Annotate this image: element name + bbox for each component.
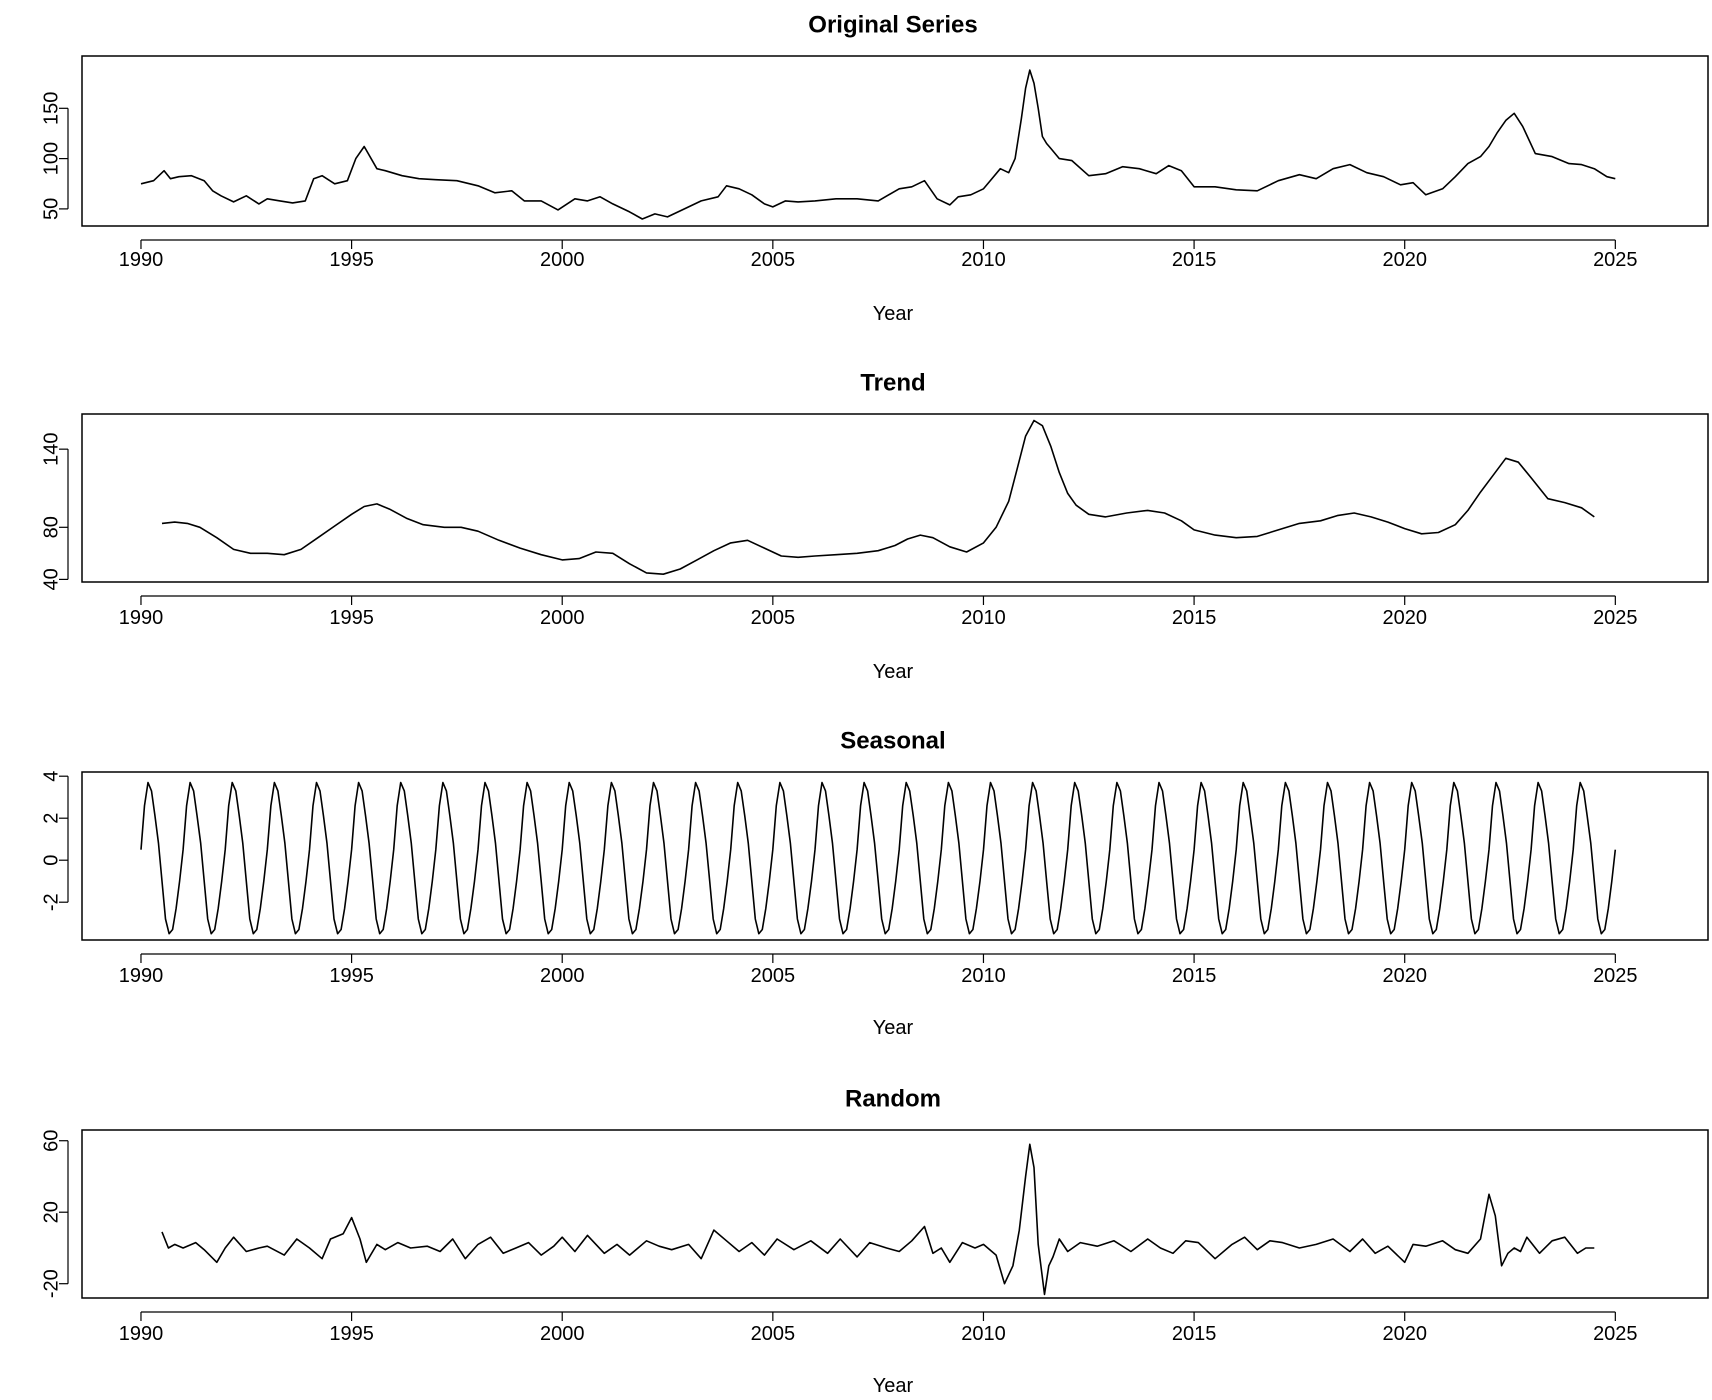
- random-x-tick-label: 2010: [961, 1323, 1006, 1345]
- trend-plot-frame: [81, 413, 1709, 583]
- seasonal-x-tick-label: 2000: [540, 965, 585, 987]
- trend-y-tick-label: 80: [40, 516, 62, 538]
- original-series-title: Original Series: [808, 11, 977, 38]
- original-series-panel: Original Series 1990 1995 2000 2005 2010 2015 2…: [40, 11, 1709, 325]
- original-series-y-tick-label: 50: [40, 198, 62, 220]
- random-y-tick-label: -20: [40, 1269, 62, 1298]
- original-series-series-line: [140, 69, 1616, 220]
- random-plot-frame: [81, 1129, 1709, 1299]
- original-series-x-tick-label: 2020: [1382, 249, 1427, 271]
- random-y-tick-label: 20: [40, 1201, 62, 1223]
- random-x-tick-label: 1995: [329, 1323, 374, 1345]
- trend-x-tick-label: 2010: [961, 607, 1006, 629]
- original-series-y-tick-label: 150: [40, 92, 62, 125]
- random-x-tick-label: 2020: [1382, 1323, 1427, 1345]
- random-x-tick-label: 2015: [1172, 1323, 1217, 1345]
- seasonal-y-tick-label: 0: [40, 855, 62, 866]
- seasonal-series-line: [140, 781, 1617, 935]
- seasonal-panel: Seasonal 1990 1995 2000 2005 2010 2015 2020 2025…: [40, 727, 1709, 1039]
- seasonal-y-tick-label: 2: [40, 813, 62, 824]
- trend-y-tick-label: 40: [40, 568, 62, 590]
- random-x-tick-label: 2005: [751, 1323, 796, 1345]
- trend-y-tick-label: 140: [40, 432, 62, 465]
- original-series-x-axis-label: Year: [873, 303, 914, 325]
- trend-x-tick-label: 2000: [540, 607, 585, 629]
- original-series-x-tick-label: 2005: [751, 249, 796, 271]
- random-y-tick-label: 60: [40, 1130, 62, 1152]
- trend-title: Trend: [860, 369, 925, 396]
- seasonal-title: Seasonal: [840, 727, 945, 754]
- trend-series-line: [161, 419, 1595, 575]
- seasonal-x-tick-label: 2005: [751, 965, 796, 987]
- original-series-x-tick-label: 2025: [1593, 249, 1638, 271]
- seasonal-x-tick-label: 2020: [1382, 965, 1427, 987]
- seasonal-x-tick-label: 2015: [1172, 965, 1217, 987]
- trend-x-tick-label: 1995: [329, 607, 374, 629]
- random-x-tick-label: 2000: [540, 1323, 585, 1345]
- random-panel: Random 1990 1995 2000 2005 2010 2015 2020 2025 Ye…: [40, 1085, 1709, 1397]
- seasonal-plot-frame: [81, 771, 1709, 941]
- random-title: Random: [845, 1085, 941, 1112]
- random-x-axis-label: Year: [873, 1375, 914, 1397]
- original-series-x-tick-label: 2010: [961, 249, 1006, 271]
- trend-x-tick-label: 2015: [1172, 607, 1217, 629]
- original-series-y-tick-label: 100: [40, 142, 62, 175]
- trend-x-tick-label: 2005: [751, 607, 796, 629]
- original-series-x-tick-label: 1995: [329, 249, 374, 271]
- seasonal-y-tick-label: -2: [40, 893, 62, 911]
- trend-x-tick-label: 2020: [1382, 607, 1427, 629]
- original-series-plot-frame: [81, 55, 1709, 227]
- trend-x-tick-label: 1990: [119, 607, 164, 629]
- seasonal-x-tick-label: 1995: [329, 965, 374, 987]
- original-series-x-tick-label: 1990: [119, 249, 164, 271]
- random-series-line: [161, 1143, 1595, 1296]
- random-x-tick-label: 1990: [119, 1323, 164, 1345]
- trend-x-axis-label: Year: [873, 661, 914, 683]
- seasonal-x-tick-label: 2010: [961, 965, 1006, 987]
- trend-panel: Trend 1990 1995 2000 2005 2010 2015 2020 2025 Yea…: [40, 369, 1709, 683]
- trend-x-tick-label: 2025: [1593, 607, 1638, 629]
- original-series-x-tick-label: 2000: [540, 249, 585, 271]
- original-series-x-tick-label: 2015: [1172, 249, 1217, 271]
- seasonal-x-tick-label: 1990: [119, 965, 164, 987]
- seasonal-y-tick-label: 4: [40, 771, 62, 782]
- random-x-tick-label: 2025: [1593, 1323, 1638, 1345]
- seasonal-x-tick-label: 2025: [1593, 965, 1638, 987]
- seasonal-x-axis-label: Year: [873, 1017, 914, 1039]
